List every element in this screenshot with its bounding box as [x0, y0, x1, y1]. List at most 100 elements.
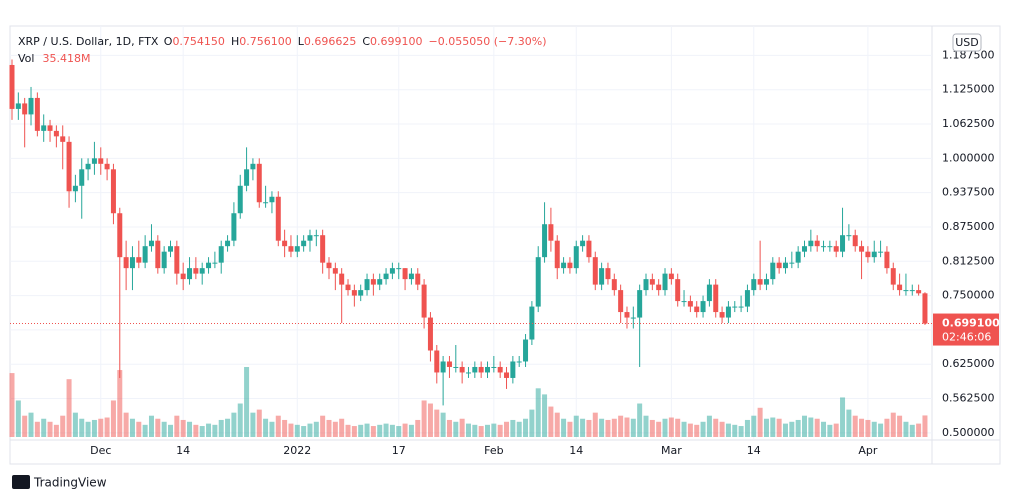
- candle-body: [605, 268, 611, 280]
- candle-body: [922, 293, 928, 324]
- volume-bar: [656, 421, 662, 437]
- volume-bar: [637, 403, 643, 437]
- volume-bar: [22, 415, 28, 437]
- x-tick-label: Dec: [90, 444, 111, 457]
- volume-bar: [472, 424, 478, 437]
- volume-bar: [263, 418, 269, 437]
- volume-bar: [225, 418, 231, 437]
- volume-bar: [41, 418, 47, 437]
- candle-body: [884, 251, 890, 269]
- volume-bar: [250, 412, 256, 437]
- candle-body: [770, 262, 776, 280]
- volume-bar: [53, 424, 59, 437]
- candle-body: [193, 268, 199, 274]
- candle-body: [497, 366, 503, 373]
- volume-bar: [865, 419, 871, 437]
- candle-body: [408, 273, 414, 280]
- candle-body: [66, 141, 72, 192]
- candle-body: [859, 246, 865, 252]
- candle-body: [713, 284, 719, 313]
- currency-label[interactable]: USD: [955, 36, 979, 49]
- candle-body: [637, 290, 643, 318]
- volume-bar: [586, 419, 592, 437]
- volume-bar: [744, 419, 750, 437]
- candle-body: [161, 251, 167, 269]
- volume-bar: [922, 415, 928, 437]
- volume-bar: [491, 423, 497, 437]
- volume-bar: [871, 421, 877, 437]
- volume-bar: [72, 412, 78, 437]
- candle-body: [865, 251, 871, 258]
- volume-bar: [605, 419, 611, 437]
- volume-bar: [110, 400, 116, 437]
- volume-bar: [757, 407, 763, 437]
- candle-body: [364, 279, 370, 291]
- candle-body: [846, 235, 852, 237]
- low-value: 0.696625: [304, 35, 357, 48]
- x-tick-label: Apr: [858, 444, 878, 457]
- volume-bar: [859, 418, 865, 437]
- volume-value: 35.418M: [42, 52, 90, 65]
- volume-bar: [776, 418, 782, 437]
- candle-body: [630, 317, 636, 319]
- y-tick-label: 1.125000: [942, 83, 995, 96]
- volume-bar: [212, 424, 218, 437]
- candle-body: [510, 361, 516, 378]
- candle-body: [91, 158, 97, 164]
- volume-bar: [440, 412, 446, 437]
- volume-bar: [123, 412, 129, 437]
- volume-bar: [98, 418, 104, 437]
- open-value: 0.754150: [172, 35, 225, 48]
- y-tick-label: 1.187500: [942, 48, 995, 61]
- volume-bar: [611, 418, 617, 437]
- volume-bar: [738, 426, 744, 437]
- volume-bar: [218, 419, 224, 437]
- volume-bar: [28, 412, 34, 437]
- volume-bar: [763, 418, 769, 437]
- volume-bar: [332, 421, 338, 437]
- chart-frame: [9, 25, 1001, 465]
- volume-bar: [345, 424, 351, 437]
- volume-bar: [408, 424, 414, 437]
- volume-bar: [313, 421, 319, 437]
- candle-body: [573, 246, 579, 269]
- y-tick-label: 0.750000: [942, 289, 995, 302]
- candle-body: [168, 246, 173, 252]
- candle-body: [694, 306, 700, 313]
- currency-button[interactable]: [952, 33, 982, 52]
- volume-bar: [231, 412, 237, 437]
- candle-body: [22, 103, 28, 115]
- candle-body: [180, 273, 186, 280]
- volume-bar: [675, 418, 681, 437]
- candle-body: [675, 279, 681, 302]
- close-letter: C: [362, 35, 370, 48]
- volume-bar: [890, 412, 896, 437]
- candle-body: [485, 366, 490, 373]
- candle-body: [802, 246, 807, 252]
- volume-bar: [282, 419, 288, 437]
- candle-body: [218, 246, 224, 263]
- volume-bar: [713, 418, 719, 437]
- candle-body: [808, 240, 814, 247]
- volume-bar: [358, 424, 364, 437]
- candle-body: [174, 246, 180, 274]
- volume-bar: [909, 424, 915, 437]
- volume-bar: [91, 419, 97, 437]
- volume-bar: [554, 412, 560, 437]
- volume-bar: [129, 418, 135, 437]
- candle-body: [446, 361, 452, 367]
- candle-body: [237, 185, 243, 214]
- volume-bar: [618, 415, 624, 437]
- volume-bar: [174, 415, 180, 437]
- close-value: 0.699100: [370, 35, 423, 48]
- candle-body: [377, 279, 383, 285]
- candle-body: [516, 361, 522, 363]
- x-tick-label: 17: [392, 444, 406, 457]
- candle-body: [301, 240, 307, 247]
- volume-bar: [542, 394, 548, 437]
- candle-body: [34, 97, 40, 131]
- candle-body: [567, 262, 573, 269]
- candle-body: [618, 290, 624, 313]
- candle-body: [339, 273, 345, 285]
- candle-body: [916, 290, 922, 294]
